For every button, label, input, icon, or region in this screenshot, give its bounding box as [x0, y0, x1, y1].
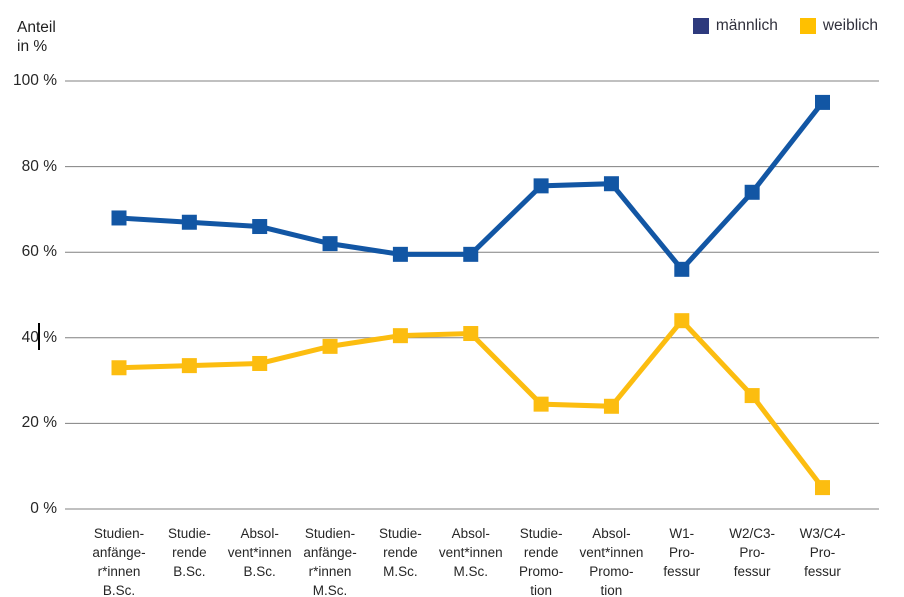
y-axis-title: Anteil in % [17, 18, 56, 56]
data-point-marker [815, 480, 830, 496]
data-point-marker [181, 214, 197, 230]
data-point-marker [674, 261, 690, 277]
data-point-marker [392, 328, 408, 344]
x-axis-label: W2/C3- Pro-fessur [729, 526, 776, 579]
text-cursor-icon [38, 323, 40, 350]
x-axis-label: W1- Pro-fessur [663, 526, 701, 579]
x-axis-label: Absol-vent*innen Promo-tion [579, 526, 644, 597]
data-point-marker [322, 236, 338, 252]
data-point-marker [392, 246, 408, 262]
legend-label: männlich [715, 17, 778, 34]
x-axis-label: Studie-rende B.Sc. [167, 526, 211, 579]
data-point-marker [181, 358, 197, 374]
data-point-marker [603, 176, 619, 192]
x-axis-label: Studie-rende Promo-tion [518, 526, 564, 597]
data-point-marker [252, 219, 268, 235]
data-point-marker [533, 178, 549, 194]
y-tick-label: 100 % [13, 72, 57, 89]
y-tick-label: 20 % [21, 414, 57, 432]
data-point-marker [252, 355, 268, 371]
data-point-marker [815, 94, 830, 110]
data-point-marker [322, 338, 338, 354]
x-axis-label: Studie-rende M.Sc. [379, 526, 422, 579]
data-point-marker [111, 210, 127, 226]
legend-item-maennlich: männlich [692, 17, 778, 35]
y-axis-title-line2: in % [17, 38, 48, 55]
legend-label: weiblich [822, 17, 878, 34]
x-axis-label: Absol-vent*innen B.Sc. [227, 526, 292, 579]
legend-swatch-icon [799, 18, 816, 34]
y-tick-label: 80 % [21, 157, 57, 175]
data-point-marker [674, 313, 690, 329]
x-axis-label: Studien-anfänge-r*innen M.Sc. [303, 526, 357, 597]
data-point-marker [111, 360, 127, 376]
y-tick-label: 0 % [30, 500, 57, 517]
y-axis-title-line1: Anteil [17, 19, 56, 36]
legend-swatch-icon [692, 18, 709, 34]
x-axis-label: Absol-vent*innen M.Sc. [438, 526, 503, 579]
data-point-marker [533, 396, 549, 412]
legend-item-weiblich: weiblich [799, 17, 878, 35]
data-point-marker [463, 246, 479, 262]
y-tick-label: 60 % [21, 243, 57, 261]
data-point-marker [744, 184, 760, 200]
series-line-weiblich [118, 316, 825, 490]
legend: männlich weiblich [692, 17, 878, 35]
x-axis-label: Studien-anfänge-r*innen B.Sc. [92, 526, 146, 597]
x-axis-label: W3/C4- Pro-fessur [799, 526, 846, 579]
series-line-maennlich [118, 100, 825, 274]
data-point-marker [603, 398, 619, 414]
data-point-marker [463, 326, 479, 342]
data-point-marker [744, 388, 760, 404]
